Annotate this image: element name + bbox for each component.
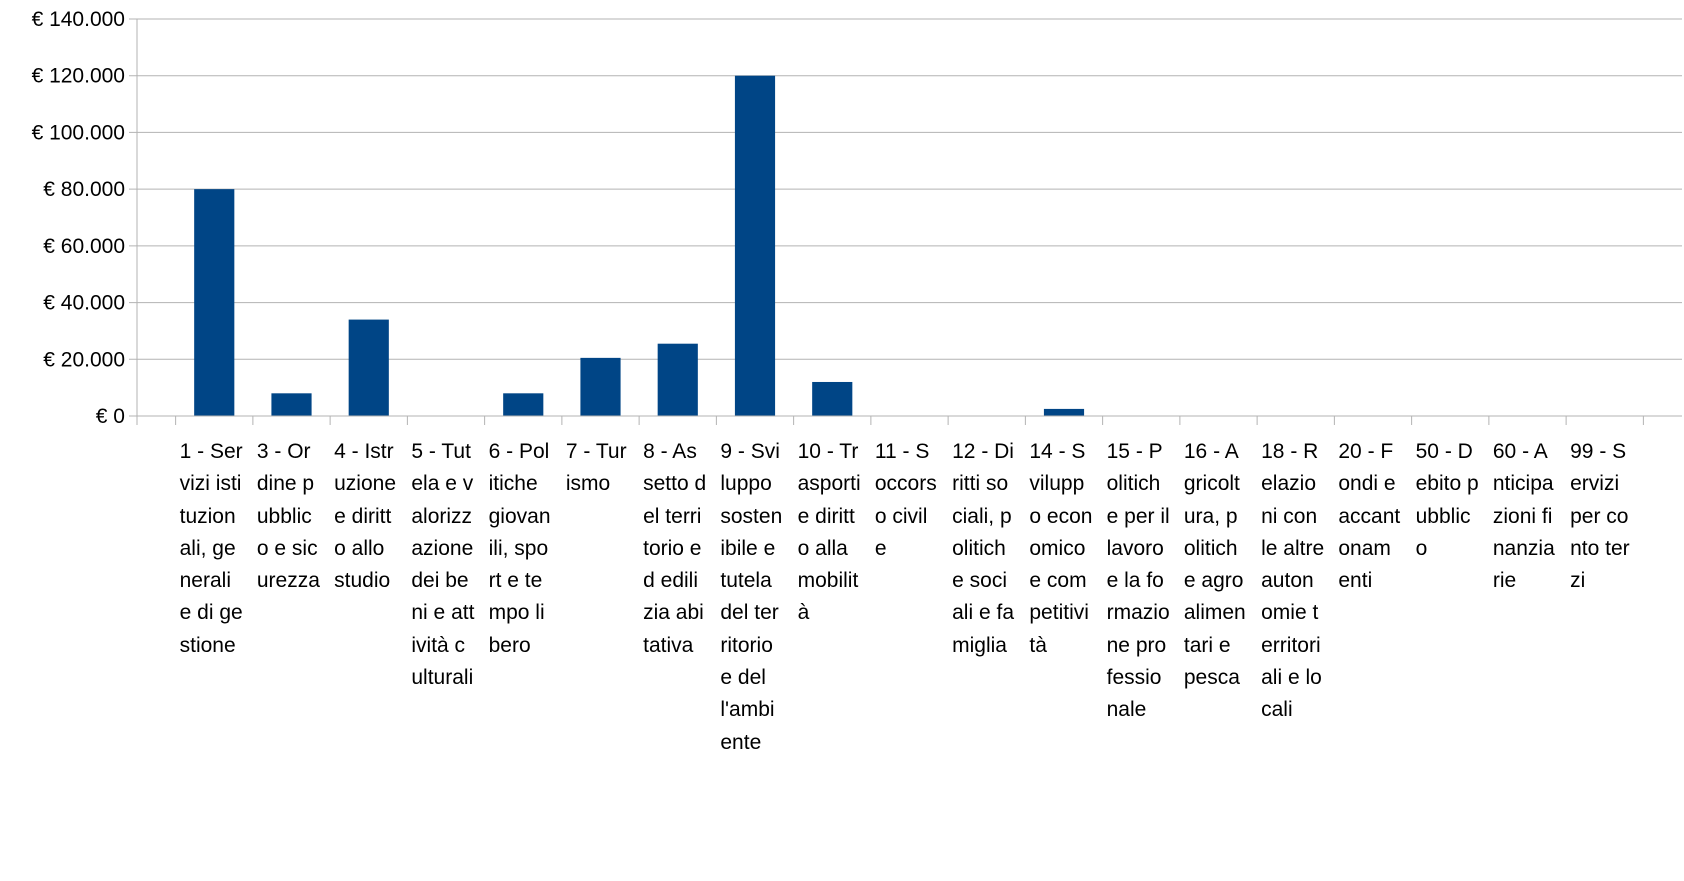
y-tick-label: € 120.000 — [32, 65, 125, 88]
x-tick-label: 3 - Ordine pubblico e sicurezza — [256, 440, 320, 593]
y-tick-label: € 0 — [96, 405, 125, 428]
x-tick-label: 50 - Debito pubblico — [1415, 440, 1479, 560]
bar — [734, 75, 776, 416]
bar — [1043, 408, 1085, 416]
y-tick-label: € 80.000 — [43, 178, 125, 201]
y-tick-label: € 20.000 — [43, 348, 125, 371]
x-tick-label: 5 - Tutela e valorizzazione dei beni e a… — [411, 440, 475, 690]
bar — [580, 357, 621, 416]
x-tick-label: 1 - Servizi istituzionali, generali e di… — [179, 440, 243, 657]
y-tick-label: € 40.000 — [43, 292, 125, 315]
bar — [812, 381, 853, 416]
y-tick-label: € 140.000 — [32, 8, 125, 31]
x-tick-label: 18 - Relazioni con le altre autonomie te… — [1261, 440, 1325, 722]
y-tick-label: € 60.000 — [43, 235, 125, 258]
y-axis-tick-labels: € 0 € 20.000 € 40.000 € 60.000 € 80.000 € 100… — [32, 8, 125, 428]
x-tick-label: 99 - Servizi per conto terzi — [1570, 440, 1630, 593]
bar-series — [194, 75, 1085, 416]
x-tick-label: 15 - Politiche per il lavoro e la formaz… — [1106, 440, 1170, 722]
bar — [271, 393, 312, 416]
x-tick-label: 10 - Trasporti e diritto alla mobilità — [797, 440, 861, 625]
x-tick-label: 8 - Assetto del territorio ed edilizia a… — [643, 440, 707, 657]
axes — [129, 19, 1682, 425]
x-tick-label: 12 - Diritti sociali, politiche sociali … — [952, 440, 1014, 657]
x-tick-label: 7 - Turismo — [565, 440, 627, 496]
x-tick-label: 14 - Sviluppo economico e competitività — [1029, 440, 1093, 657]
bar — [348, 319, 389, 416]
x-tick-label: 4 - Istruzione e diritto allo studio — [334, 440, 397, 593]
bar — [194, 189, 235, 416]
x-tick-label: 6 - Politiche giovanili, sport e tempo l… — [488, 440, 551, 657]
x-tick-label: 9 - Sviluppo sostenibile e tutela del te… — [720, 440, 783, 754]
y-tick-label: € 100.000 — [32, 121, 125, 144]
x-tick-label: 11 - Soccorso civile — [874, 440, 937, 560]
x-tick-label: 16 - Agricoltura, politiche agroalimenta… — [1183, 440, 1246, 690]
x-tick-label: 20 - Fondi e accantonamenti — [1338, 440, 1401, 593]
bar — [657, 343, 698, 416]
bar — [503, 393, 544, 416]
x-tick-label: 60 - Anticipazioni finanziarie — [1492, 440, 1555, 593]
